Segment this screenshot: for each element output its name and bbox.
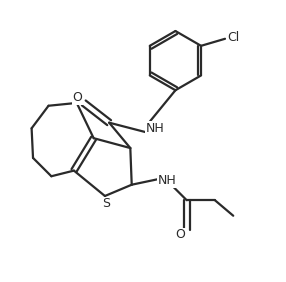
Text: O: O xyxy=(176,228,185,241)
Text: O: O xyxy=(73,91,83,104)
Text: NH: NH xyxy=(146,122,164,135)
Text: S: S xyxy=(102,197,110,210)
Text: Cl: Cl xyxy=(227,31,239,44)
Text: NH: NH xyxy=(158,174,176,187)
